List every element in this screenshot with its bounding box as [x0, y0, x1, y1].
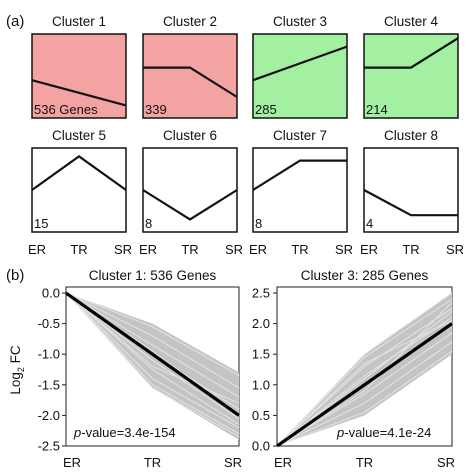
gene-profile-line: [276, 341, 453, 447]
cluster-x-tick-label: TR: [70, 242, 87, 257]
cluster-x-tick-label: TR: [402, 242, 419, 257]
gene-profile-line: [276, 332, 453, 447]
panel-label-b: (b): [6, 267, 24, 284]
gene-profile-line: [65, 292, 240, 426]
p-value-italic-p: p: [73, 425, 81, 440]
x-tick-label: SR: [437, 455, 455, 470]
gene-profile-line: [276, 317, 453, 447]
cluster-trend-line: [363, 189, 458, 217]
gene-profile-line: [276, 307, 453, 447]
p-value-text: -value=4.1e-24: [344, 425, 431, 440]
cluster-box: [142, 147, 238, 233]
cluster-x-tick-label: SR: [335, 242, 353, 257]
y-tick-label: 0.0: [42, 286, 60, 301]
cluster-gene-count: 4: [366, 216, 373, 231]
cluster-gene-count: 8: [145, 216, 152, 231]
panel-label-a: (a): [6, 13, 24, 30]
cluster-gene-count: 15: [34, 216, 48, 231]
cluster-gene-count: 285: [255, 102, 277, 117]
gene-profile-line: [276, 350, 453, 447]
cluster-title: Cluster 3: [273, 14, 327, 29]
x-tick-label: TR: [144, 455, 161, 470]
cluster-title: Cluster 5: [52, 128, 106, 143]
cluster-x-tick-label: SR: [225, 242, 243, 257]
cluster-title: Cluster 8: [384, 128, 438, 143]
cluster-box: [252, 147, 348, 233]
y-tick-label: -0.5: [38, 316, 60, 331]
x-tick-label: ER: [63, 455, 81, 470]
cluster-x-tick-label: ER: [139, 242, 157, 257]
cluster-trend-line: [252, 45, 348, 82]
y-tick-label: -2.0: [38, 408, 60, 423]
gene-profile-line: [65, 292, 240, 389]
y-tick-label: -2.5: [38, 439, 60, 454]
cluster-title: Cluster 6: [163, 128, 217, 143]
y-tick-label: 1.5: [252, 347, 270, 362]
cluster-title: Cluster 4: [384, 14, 439, 29]
y-tick-label: 0.5: [252, 408, 270, 423]
cluster-title: Cluster 2: [163, 14, 217, 29]
x-tick-label: SR: [224, 455, 242, 470]
cluster-trend-line: [142, 189, 238, 221]
detail-charts: Cluster 1: 536 Genes 0.0 -0.5 -1.0 -1.5 -2.0 -…: [8, 268, 455, 470]
y-tick-label: 1.0: [252, 377, 270, 392]
mean-profile-line: [276, 322, 453, 448]
detail-chart-title: Cluster 1: 536 Genes: [89, 268, 217, 283]
cluster-trend-line: [364, 37, 459, 69]
gene-profile-line: [65, 292, 240, 438]
cluster-title: Cluster 1: [52, 14, 106, 29]
p-value-annotation: p-value=3.4e-154: [73, 425, 176, 440]
cluster-box: [252, 33, 348, 119]
cluster-x-tick-label: TR: [291, 242, 308, 257]
mean-profile-line: [65, 291, 240, 417]
gene-profile-line: [65, 292, 240, 377]
cluster-x-tick-label: ER: [28, 242, 46, 257]
gene-profile-line: [65, 292, 240, 435]
y-tick-label: 2.5: [252, 286, 270, 301]
y-tick-label: 0.0: [252, 439, 270, 454]
cluster-grid: Cluster 1 536 Genes Cluster 2 339 Cluster 3 2…: [28, 14, 464, 257]
cluster-x-tick-label: SR: [114, 242, 132, 257]
y-axis-label-log: Log: [8, 372, 23, 395]
gene-profile-line: [65, 292, 240, 404]
x-tick-label: ER: [274, 455, 292, 470]
cluster-gene-count: 339: [145, 102, 167, 117]
cluster-trend-line: [31, 79, 127, 107]
gene-profile-line: [276, 301, 453, 447]
cluster-gene-count: 214: [366, 102, 388, 117]
cluster-x-tick-label: ER: [249, 242, 267, 257]
cluster-gene-count: 536 Genes: [34, 102, 98, 117]
gene-profile-line: [65, 292, 240, 398]
gene-profile-band: [277, 293, 452, 446]
p-value-italic-p: p: [336, 425, 344, 440]
gene-profile-line: [65, 292, 240, 429]
cluster-trend-line: [31, 155, 127, 191]
p-value-annotation: p-value=4.1e-24: [336, 425, 431, 440]
cluster-x-tick-label: ER: [360, 242, 378, 257]
gene-profile-line: [276, 298, 453, 447]
y-tick-label: 2.0: [252, 316, 270, 331]
cluster-x-tick-label: TR: [181, 242, 198, 257]
y-axis-label-fc: FC: [8, 345, 23, 367]
cluster-box: [363, 147, 459, 233]
cluster-gene-count: 8: [255, 216, 262, 231]
cluster-trend-line: [143, 66, 238, 98]
cluster-x-tick-label: SR: [446, 242, 464, 257]
y-axis-label: Log2 FC: [8, 345, 26, 395]
p-value-text: -value=3.4e-154: [81, 425, 175, 440]
gene-profile-line: [276, 292, 453, 447]
cluster-trend-line: [252, 159, 347, 191]
y-tick-label: -1.5: [38, 377, 60, 392]
y-tick-label: -1.0: [38, 347, 60, 362]
cluster-box: [142, 33, 238, 119]
detail-chart-title: Cluster 3: 285 Genes: [301, 268, 429, 283]
y-axis-label-subscript: 2: [16, 367, 26, 372]
gene-profile-line: [276, 320, 453, 447]
x-tick-label: TR: [356, 455, 373, 470]
gene-profile-line: [276, 310, 453, 447]
cluster-box: [31, 33, 127, 119]
cluster-title: Cluster 7: [273, 128, 327, 143]
gene-profile-line: [65, 292, 240, 419]
